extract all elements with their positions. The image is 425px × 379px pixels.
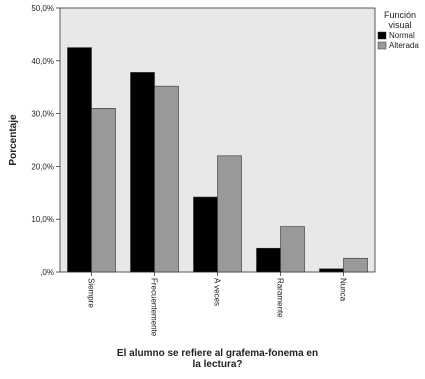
bar-alterada-2 (217, 155, 242, 273)
legend-swatch-normal (377, 31, 387, 40)
bar-alterada-1 (154, 85, 179, 273)
bar-normal-1 (130, 72, 155, 273)
bar-normal-2 (193, 196, 218, 273)
legend-title: visual (388, 20, 411, 30)
x-category-label: Nunca (339, 278, 348, 302)
bar-alterada-4 (343, 257, 368, 273)
y-tick-label: ,0% (40, 268, 54, 277)
x-axis-label-line-1: El alumno se refiere al grafema-fonema e… (117, 348, 318, 359)
legend-title: Función (384, 10, 416, 20)
bar-alterada-0 (91, 108, 116, 273)
x-category-label: Frecuentemente (150, 278, 159, 337)
bar-normal-0 (67, 47, 92, 273)
legend-swatch-alterada (377, 41, 387, 50)
y-tick-label: 30,0% (31, 110, 54, 119)
x-category-label: Raramente (276, 278, 285, 318)
y-axis-label: Porcentaje (8, 114, 19, 166)
bar-alterada-3 (280, 226, 305, 273)
y-tick-label: 10,0% (31, 215, 54, 224)
bar-normal-4 (319, 268, 344, 273)
x-category-label: A veces (213, 278, 222, 306)
x-axis-label-line-2: la lectura? (192, 359, 242, 370)
y-tick-label: 20,0% (31, 162, 54, 171)
bar-normal-3 (256, 247, 281, 273)
legend-label-normal: Normal (389, 31, 415, 40)
legend-label-alterada: Alterada (389, 41, 419, 50)
y-tick-label: 40,0% (31, 57, 54, 66)
x-category-label: Siempre (87, 278, 96, 308)
y-tick-label: 50,0% (31, 4, 54, 13)
